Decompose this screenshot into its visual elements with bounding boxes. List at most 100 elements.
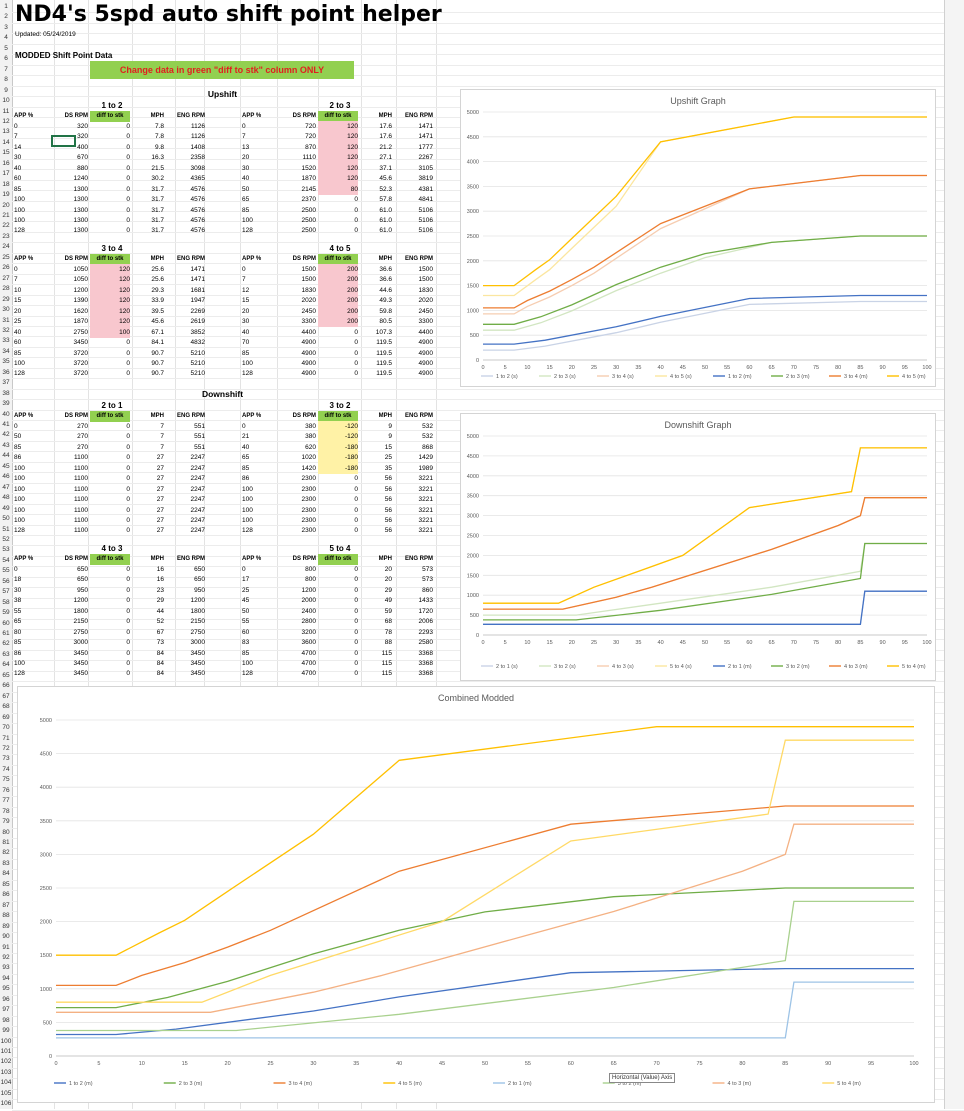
row-number[interactable]: 33 [2,337,10,345]
selected-cell[interactable] [51,135,76,147]
table-cell-diff[interactable]: 0 [126,649,130,657]
table-cell-diff[interactable]: 0 [126,433,130,441]
row-number[interactable]: 7 [4,65,8,73]
row-number[interactable]: 35 [2,358,10,366]
row-number[interactable]: 13 [2,128,10,136]
row-number[interactable]: 80 [2,828,10,836]
table-cell-diff[interactable]: 0 [354,649,358,657]
table-cell-diff[interactable]: 0 [126,349,130,357]
row-number[interactable]: 60 [2,619,10,627]
table-cell-diff[interactable]: 0 [354,670,358,678]
row-number[interactable]: 72 [2,744,10,752]
table-cell-diff[interactable]: 0 [354,586,358,594]
table-cell-diff[interactable]: 0 [126,133,130,141]
row-number[interactable]: 52 [2,535,10,543]
row-number[interactable]: 91 [2,943,10,951]
row-number[interactable]: 17 [2,170,10,178]
table-cell-diff[interactable]: 0 [126,607,130,615]
table-cell-diff[interactable]: 0 [126,597,130,605]
row-number[interactable]: 20 [2,201,10,209]
row-number[interactable]: 49 [2,504,10,512]
table-cell-diff[interactable]: 0 [354,597,358,605]
row-number[interactable]: 2 [4,13,8,21]
row-number[interactable]: 100 [0,1037,12,1045]
table-cell-diff[interactable]: 0 [126,527,130,535]
table-cell-diff[interactable]: -180 [318,462,358,474]
row-number[interactable]: 21 [2,212,10,219]
table-cell-diff[interactable]: 0 [354,485,358,493]
row-number[interactable]: 51 [2,525,10,533]
table-cell-diff[interactable]: 0 [126,185,130,193]
table-cell-diff[interactable]: 0 [354,506,358,514]
row-number[interactable]: 40 [2,410,10,418]
row-number[interactable]: 6 [4,55,8,63]
row-number[interactable]: 101 [0,1048,12,1055]
upshift-chart[interactable]: Upshift Graph 0 500 1000 1500 2000 2500 3000 35… [460,89,936,387]
table-cell-diff[interactable]: 200 [318,295,358,307]
row-number[interactable]: 99 [2,1027,10,1035]
table-cell-diff[interactable]: 0 [354,217,358,224]
row-number[interactable]: 93 [2,964,10,972]
row-number[interactable]: 32 [2,326,10,334]
row-number[interactable]: 53 [2,546,10,554]
table-cell-diff[interactable]: 0 [126,143,130,151]
row-number[interactable]: 10 [2,97,10,105]
row-number[interactable]: 28 [2,285,10,293]
table-cell-diff[interactable]: 200 [318,263,358,275]
table-cell-diff[interactable]: 120 [318,141,358,153]
row-number[interactable]: 77 [2,797,10,805]
row-number[interactable]: 8 [4,76,8,84]
row-number[interactable]: 74 [2,765,10,773]
table-cell-diff[interactable]: 0 [354,328,358,336]
row-number[interactable]: 62 [2,640,10,648]
table-cell-diff[interactable]: 0 [126,122,130,130]
row-number[interactable]: 41 [2,421,10,428]
row-number[interactable]: 23 [2,232,10,240]
combined-chart[interactable]: Combined Modded 0 500 1000 1500 2000 2500 3000… [17,686,935,1103]
row-number[interactable]: 54 [2,556,10,564]
row-number[interactable]: 83 [2,859,10,867]
table-cell-diff[interactable]: 0 [354,227,358,235]
row-number[interactable]: 27 [2,274,10,282]
table-cell-diff[interactable]: 0 [354,565,358,573]
table-cell-diff[interactable]: -120 [318,420,358,432]
row-number[interactable]: 81 [2,839,10,846]
table-cell-diff[interactable]: 120 [318,162,358,174]
table-cell-diff[interactable]: 0 [126,565,130,573]
row-number[interactable]: 1 [4,3,8,10]
table-cell-diff[interactable]: 0 [126,454,130,462]
row-number[interactable]: 43 [2,441,10,449]
row-number[interactable]: 89 [2,922,10,930]
row-number[interactable]: 73 [2,755,10,763]
row-number[interactable]: 18 [2,180,10,188]
row-number[interactable]: 14 [2,138,10,146]
table-cell-diff[interactable]: -180 [318,441,358,453]
table-cell-diff[interactable]: 0 [126,443,130,451]
table-cell-diff[interactable]: 0 [126,164,130,172]
row-number[interactable]: 31 [2,316,10,324]
row-number[interactable]: 34 [2,347,10,355]
row-number[interactable]: 96 [2,995,10,1003]
table-cell-diff[interactable]: 0 [354,660,358,667]
table-cell-diff[interactable]: 200 [318,316,358,328]
table-cell-diff[interactable]: 200 [318,284,358,296]
table-cell-diff[interactable]: 0 [126,360,130,367]
row-number[interactable]: 87 [2,901,10,909]
row-number[interactable]: 45 [2,462,10,470]
table-cell-diff[interactable]: 0 [354,628,358,636]
row-number[interactable]: 97 [2,1006,10,1014]
table-cell-diff[interactable]: -180 [318,452,358,464]
row-number[interactable]: 86 [2,891,10,899]
row-number[interactable]: 11 [2,107,10,115]
downshift-chart[interactable]: Downshift Graph 0 500 1000 1500 2000 2500 3000… [460,413,936,681]
row-number[interactable]: 75 [2,776,10,784]
row-number[interactable]: 38 [2,389,10,397]
table-cell-diff[interactable]: 0 [354,349,358,357]
table-cell-diff[interactable]: 0 [126,339,130,347]
row-number[interactable]: 102 [0,1058,12,1066]
row-number[interactable]: 79 [2,818,10,826]
row-number[interactable]: 66 [2,682,10,690]
row-number[interactable]: 95 [2,985,10,993]
table-cell-diff[interactable]: 120 [90,284,130,296]
table-cell-diff[interactable]: 0 [126,506,130,514]
